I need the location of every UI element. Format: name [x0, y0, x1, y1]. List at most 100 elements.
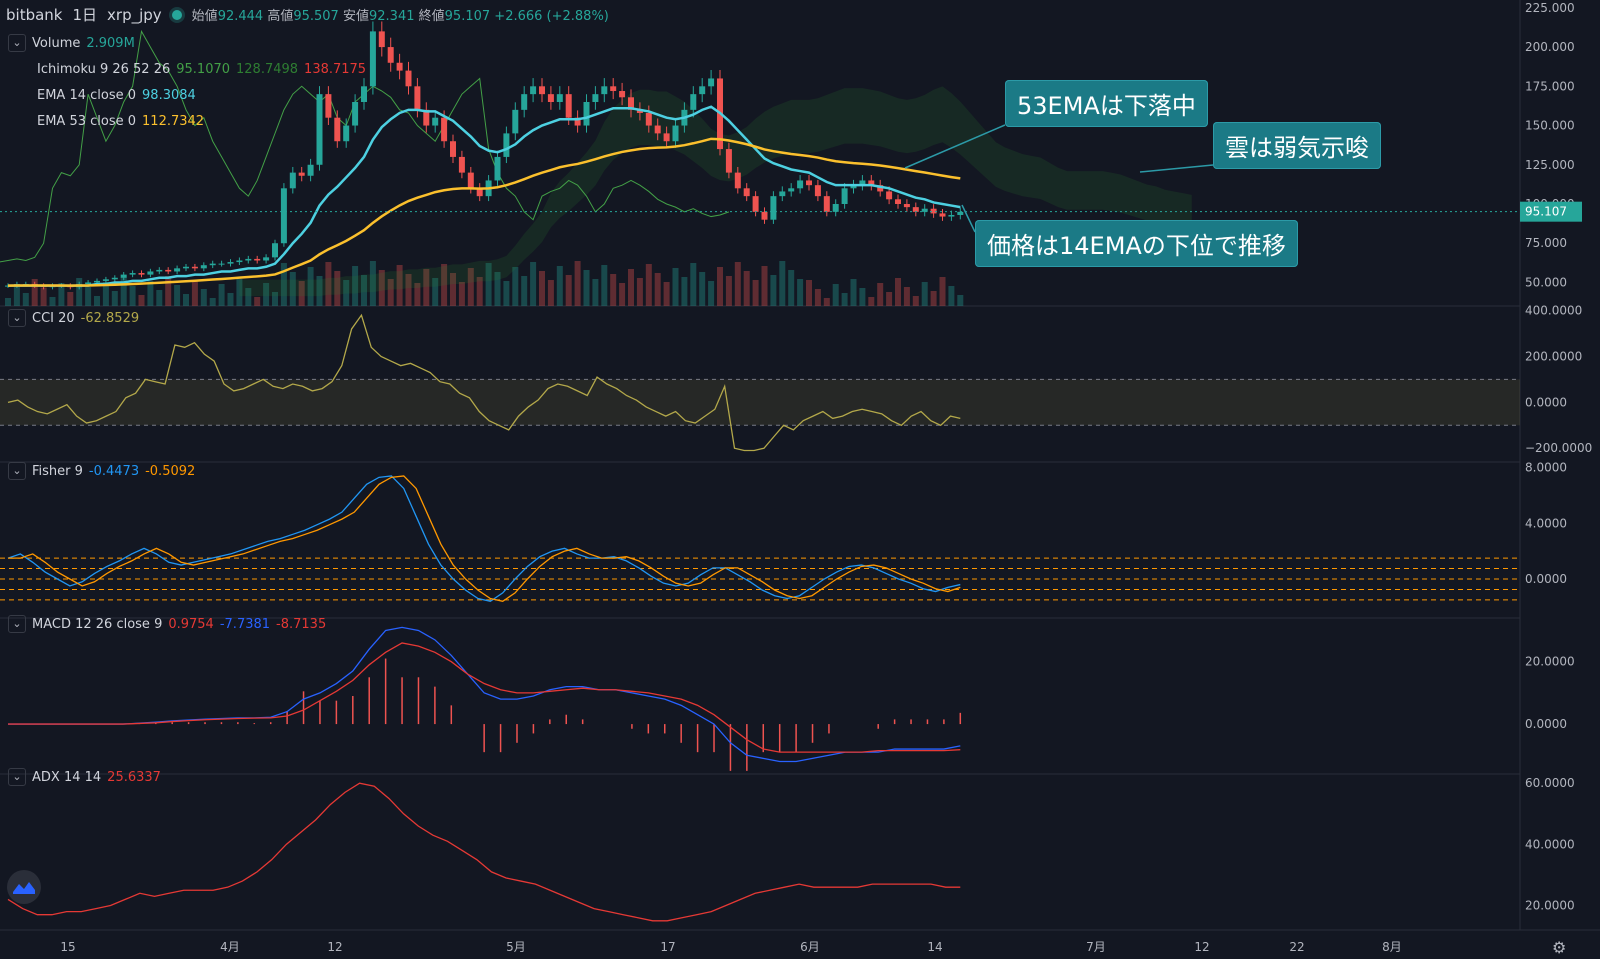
- legend-ema53: EMA 53 close 0 112.7342: [37, 114, 205, 129]
- volume-bar: [120, 277, 127, 306]
- candle-body: [752, 196, 759, 212]
- volume-bar: [939, 277, 946, 306]
- legend-volume: ⌄ Volume 2.909M: [8, 34, 135, 52]
- price-axis-tick: 175.000: [1525, 79, 1575, 93]
- candle-body: [227, 262, 234, 264]
- legend-cci: ⌄ CCI 20 -62.8529: [8, 309, 139, 327]
- volume-bar: [76, 278, 83, 306]
- time-axis-label: 8月: [1382, 940, 1402, 954]
- volume-bar: [352, 266, 359, 306]
- candle-body: [583, 102, 590, 126]
- volume-bar: [672, 268, 679, 306]
- exchange-name[interactable]: bitbank: [6, 5, 63, 24]
- volume-bar: [209, 298, 216, 306]
- volume-bar: [361, 275, 367, 306]
- callout-price: 価格は14EMAの下位で推移: [975, 220, 1298, 267]
- interval-label[interactable]: 1日: [72, 6, 98, 24]
- current-price-badge: [1520, 201, 1582, 222]
- volume-bar: [708, 281, 715, 306]
- legend-ema14: EMA 14 close 0 98.3084: [37, 88, 196, 103]
- candle-body: [111, 277, 118, 280]
- volume-bar: [298, 281, 305, 306]
- volume-bar: [450, 273, 456, 306]
- candle-body: [895, 199, 901, 204]
- candle-body: [280, 188, 287, 244]
- volume-bar: [441, 264, 448, 306]
- candle-body: [957, 211, 964, 215]
- volume-bar: [387, 279, 394, 306]
- candle-body: [494, 156, 501, 181]
- time-axis-label: 22: [1289, 940, 1304, 954]
- low-value: 92.341: [369, 9, 415, 24]
- candle-body: [850, 185, 857, 189]
- volume-bar: [200, 289, 207, 306]
- candle-body: [903, 204, 910, 208]
- volume-bar: [734, 262, 741, 306]
- volume-bar: [280, 263, 287, 306]
- cci-axis-tick: 0.0000: [1525, 395, 1567, 409]
- candle-body: [441, 117, 448, 142]
- symbol-name[interactable]: xrp_jpy: [107, 5, 162, 24]
- volume-bar: [530, 262, 537, 306]
- candle-body: [218, 263, 225, 265]
- collapse-chevron-icon[interactable]: ⌄: [8, 34, 26, 52]
- volume-bar: [547, 280, 554, 306]
- volume-bar: [628, 269, 634, 306]
- volume-bar: [699, 272, 706, 306]
- volume-bar: [592, 279, 599, 306]
- volume-bar: [788, 270, 795, 306]
- volume-bar: [245, 288, 252, 306]
- macd-axis-tick: 0.0000: [1525, 717, 1567, 731]
- volume-bar: [806, 280, 812, 306]
- volume-bar: [129, 286, 136, 306]
- volume-bar: [654, 273, 661, 306]
- collapse-chevron-icon[interactable]: ⌄: [8, 615, 26, 633]
- volume-bar: [663, 282, 670, 306]
- candle-body: [138, 273, 145, 275]
- volume-bar: [316, 276, 323, 306]
- collapse-chevron-icon[interactable]: ⌄: [8, 309, 26, 327]
- candle-body: [343, 125, 350, 142]
- adx-axis-tick: 40.0000: [1525, 837, 1575, 851]
- volume-bar: [378, 270, 385, 306]
- volume-bar: [556, 266, 563, 306]
- candle-body: [129, 273, 136, 275]
- volume-bar: [610, 274, 617, 306]
- candle-body: [859, 180, 866, 186]
- candle-body: [806, 180, 812, 186]
- candle-body: [939, 213, 946, 217]
- candle-body: [263, 257, 270, 261]
- candle-body: [503, 133, 510, 157]
- fisher-axis-tick: 0.0000: [1525, 572, 1567, 586]
- volume-bar: [725, 276, 732, 306]
- legend-adx: ⌄ ADX 14 14 25.6337: [8, 768, 161, 786]
- volume-bar: [601, 265, 608, 306]
- volume-bar: [761, 266, 768, 306]
- cci-axis-tick: 400.0000: [1525, 304, 1582, 318]
- legend-fisher: ⌄ Fisher 9 -0.4473 -0.5092: [8, 462, 195, 480]
- volume-bar: [921, 282, 928, 306]
- volume-bar: [263, 283, 270, 306]
- volume-bar: [690, 263, 697, 306]
- settings-gear-icon[interactable]: ⚙: [1552, 938, 1567, 957]
- volume-bar: [307, 267, 314, 306]
- legend-ichimoku: Ichimoku 9 26 52 26 95.1070 128.7498 138…: [37, 62, 367, 77]
- volume-bar: [94, 296, 100, 306]
- change-value: +2.666 (+2.88%): [494, 9, 609, 24]
- candle-body: [378, 31, 385, 48]
- ema14-line: [8, 105, 961, 287]
- collapse-chevron-icon[interactable]: ⌄: [8, 768, 26, 786]
- high-value: 95.507: [293, 9, 339, 24]
- candle-body: [912, 207, 919, 212]
- fisher-line: [7, 475, 961, 602]
- candle-body: [930, 208, 937, 214]
- tradingview-logo-icon[interactable]: [7, 870, 41, 904]
- time-axis-label: 4月: [220, 940, 240, 954]
- candle-body: [183, 266, 189, 269]
- candle-body: [325, 94, 332, 118]
- collapse-chevron-icon[interactable]: ⌄: [8, 462, 26, 480]
- volume-bar: [512, 267, 519, 306]
- volume-bar: [85, 287, 92, 306]
- candle-body: [467, 172, 474, 189]
- volume-bar: [467, 268, 474, 306]
